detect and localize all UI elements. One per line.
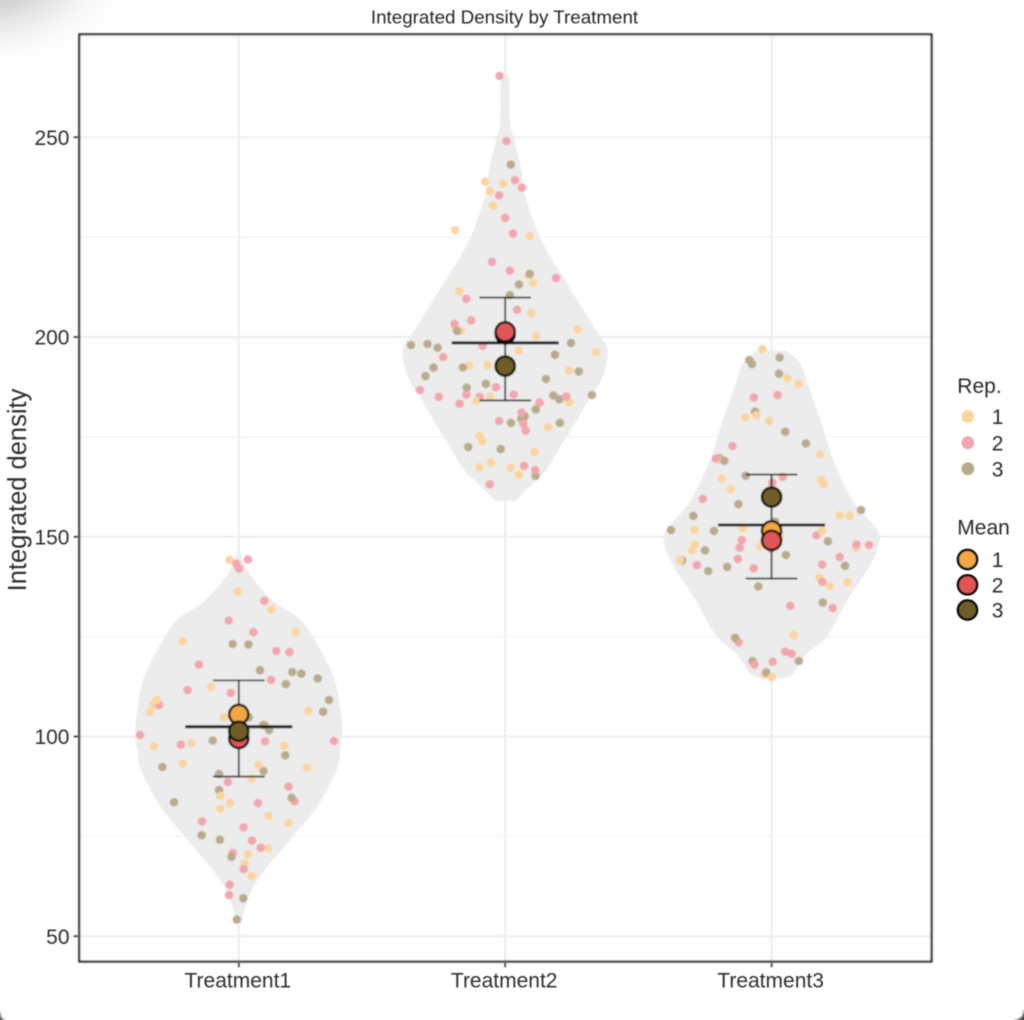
svg-text:Treatment2: Treatment2 [451, 970, 558, 993]
svg-text:1: 1 [992, 406, 1004, 429]
svg-text:Mean: Mean [957, 517, 1010, 540]
svg-text:Rep.: Rep. [957, 375, 1001, 398]
svg-text:3: 3 [992, 600, 1004, 623]
svg-text:Treatment3: Treatment3 [717, 970, 824, 993]
svg-text:Treatment1: Treatment1 [184, 970, 291, 993]
svg-text:100: 100 [34, 726, 69, 749]
svg-text:50: 50 [46, 926, 69, 949]
svg-text:2: 2 [992, 574, 1004, 597]
svg-text:200: 200 [34, 327, 69, 350]
svg-text:Integrated density: Integrated density [4, 388, 32, 591]
svg-text:1: 1 [992, 549, 1004, 572]
svg-text:2: 2 [992, 432, 1004, 455]
svg-text:3: 3 [992, 458, 1004, 481]
svg-text:Integrated Density by Treatmen: Integrated Density by Treatment [371, 6, 639, 27]
svg-text:150: 150 [34, 526, 69, 549]
svg-text:250: 250 [34, 127, 69, 150]
